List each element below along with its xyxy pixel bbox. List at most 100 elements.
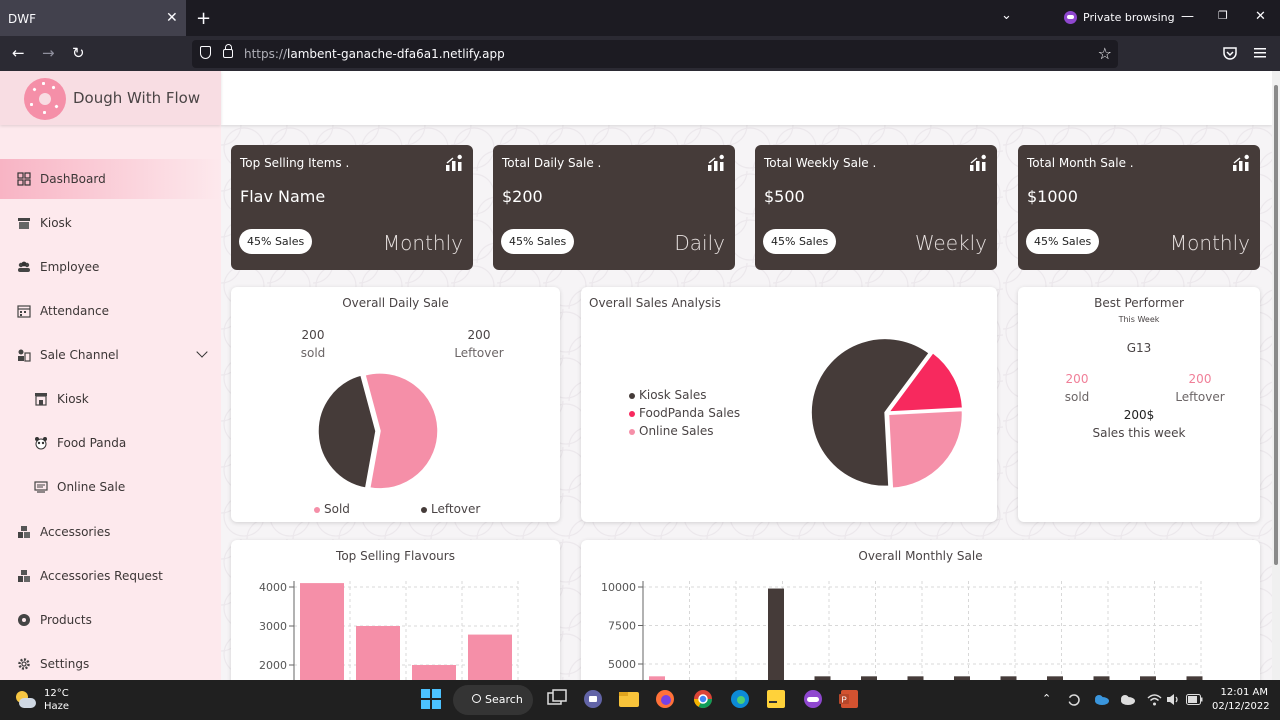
bar[interactable]	[412, 665, 456, 680]
stat-value: $500	[764, 187, 805, 206]
stat-title: Total Daily Sale .	[502, 156, 602, 170]
chevron-down-icon[interactable]	[196, 346, 208, 358]
bar[interactable]	[1140, 676, 1156, 680]
sidebar-subitem-kiosk[interactable]: Kiosk	[0, 379, 221, 419]
storefront-icon	[35, 393, 47, 406]
pie-slice-kiosk-sales[interactable]	[810, 337, 931, 488]
new-tab-button[interactable]: +	[196, 8, 212, 29]
sidebar-item-sale-channel[interactable]: Sale Channel	[0, 335, 221, 375]
bar[interactable]	[468, 634, 512, 680]
taskbar-search-button[interactable]: Search	[453, 685, 533, 715]
sidebar-item-products[interactable]: Products	[0, 600, 221, 640]
sync-icon[interactable]	[1067, 693, 1081, 707]
brand-header[interactable]: Dough With Flow	[0, 71, 221, 125]
close-tab-icon[interactable]: ✕	[166, 10, 178, 26]
sidebar-item-kiosk[interactable]: Kiosk	[0, 203, 221, 243]
firefox-private-icon[interactable]	[802, 688, 824, 710]
sidebar-subitem-food-panda[interactable]: Food Panda	[0, 423, 221, 463]
page-scrollbar[interactable]	[1272, 71, 1280, 680]
sticky-notes-icon[interactable]	[765, 688, 787, 710]
hamburger-menu-icon[interactable]	[1254, 47, 1266, 59]
pie-slice-leftover[interactable]	[318, 374, 377, 490]
tray-overflow-chevron-icon[interactable]: ⌃	[1042, 692, 1052, 705]
bar[interactable]	[300, 583, 344, 680]
bar[interactable]	[954, 676, 970, 680]
tracking-shield-icon[interactable]	[200, 46, 211, 59]
scrollbar-thumb[interactable]	[1274, 85, 1278, 565]
onedrive-cloud-icon[interactable]	[1093, 694, 1109, 705]
back-arrow-icon[interactable]: ←	[12, 44, 25, 62]
bar[interactable]	[768, 588, 784, 680]
sales-analysis-panel: Overall Sales Analysis Kiosk Sales FoodP…	[581, 287, 997, 522]
monthly-sale-panel: Overall Monthly Sale 5000 7500 10000	[581, 540, 1260, 680]
teams-chat-icon[interactable]	[582, 688, 604, 710]
edge-icon[interactable]	[729, 688, 751, 710]
bar[interactable]	[907, 676, 924, 680]
clock-date: 02/12/2022	[1212, 701, 1270, 712]
windows-start-icon[interactable]	[420, 688, 442, 710]
online-icon	[34, 481, 48, 493]
bar[interactable]	[356, 626, 400, 680]
powerpoint-icon[interactable]: P	[838, 688, 860, 710]
calendar-icon	[17, 305, 31, 318]
stat-percentage-pill: 45% Sales	[763, 229, 837, 254]
legend-label-sold: Sold	[324, 502, 350, 516]
bar[interactable]	[814, 676, 831, 680]
donut-logo-icon	[24, 78, 66, 120]
stat-value: Flav Name	[240, 187, 326, 206]
reload-icon[interactable]: ↻	[72, 44, 85, 62]
wifi-icon[interactable]	[1147, 693, 1162, 706]
firefox-icon[interactable]	[654, 688, 676, 710]
brand-name: Dough With Flow	[73, 89, 201, 107]
svg-text:P: P	[842, 696, 847, 705]
weather-widget[interactable]: 12°C Haze	[14, 687, 69, 713]
file-explorer-icon[interactable]	[618, 688, 640, 710]
close-window-icon[interactable]: ✕	[1255, 9, 1266, 24]
task-view-icon[interactable]	[546, 688, 568, 710]
onedrive-personal-cloud-icon[interactable]	[1119, 694, 1135, 705]
sidebar-item-accessories[interactable]: Accessories	[0, 512, 221, 552]
restore-window-icon[interactable]: ❐	[1218, 9, 1228, 22]
sidebar-item-attendance[interactable]: Attendance	[0, 291, 221, 331]
lock-icon[interactable]	[223, 44, 233, 58]
forward-arrow-icon[interactable]: →	[42, 44, 55, 62]
bar[interactable]	[1047, 676, 1063, 680]
address-bar[interactable]: https://lambent-ganache-dfa6a1.netlify.a…	[192, 40, 1118, 68]
pie-slice-foodpanda-sales[interactable]	[887, 351, 964, 413]
top-flavours-bar-chart: 2000 3000 4000	[259, 581, 519, 680]
dashboard-grid-icon	[17, 172, 31, 186]
sidebar-item-label: Settings	[40, 657, 90, 671]
bar[interactable]	[1093, 676, 1110, 680]
sidebar-item-label: Accessories	[40, 525, 111, 539]
sidebar-subitem-online-sale[interactable]: Online Sale	[0, 467, 221, 507]
pie-slice-sold[interactable]	[364, 372, 438, 490]
clock-time: 12:01 AM	[1220, 687, 1268, 698]
bar[interactable]	[1000, 676, 1017, 680]
sidebar-item-employee[interactable]: Employee	[0, 247, 221, 287]
stat-period: Monthly	[1169, 231, 1250, 255]
chrome-icon[interactable]	[692, 688, 714, 710]
list-tabs-chevron-icon[interactable]: ⌄	[1001, 8, 1012, 23]
panel-title: Overall Sales Analysis	[589, 296, 721, 310]
private-mask-icon	[1064, 11, 1077, 24]
taskbar-clock[interactable]: 12:01 AM 02/12/2022	[1212, 686, 1270, 714]
sidebar-item-dashboard[interactable]: DashBoard	[0, 159, 221, 199]
pocket-icon[interactable]	[1223, 47, 1237, 60]
url-text[interactable]: https://lambent-ganache-dfa6a1.netlify.a…	[244, 47, 505, 61]
minimize-window-icon[interactable]: —	[1181, 9, 1194, 24]
panel-title: Overall Monthly Sale	[858, 549, 983, 563]
bookmark-star-icon[interactable]: ☆	[1097, 44, 1112, 63]
stat-card-top-selling: Top Selling Items . Flav Name 45% Sales …	[231, 145, 473, 270]
sidebar-item-accessories-request[interactable]: Accessories Request	[0, 556, 221, 596]
y-tick-label: 5000	[608, 658, 636, 671]
pie-slice-online-sales[interactable]	[887, 409, 964, 490]
bar[interactable]	[1186, 676, 1203, 680]
bar[interactable]	[649, 676, 665, 680]
battery-icon[interactable]	[1186, 694, 1203, 705]
browser-tab[interactable]: DWF ✕	[0, 0, 186, 36]
bar[interactable]	[861, 676, 877, 680]
performer-name: G13	[1126, 341, 1152, 355]
sidebar-item-settings[interactable]: Settings	[0, 644, 221, 680]
volume-icon[interactable]	[1166, 693, 1181, 706]
performer-total-value: 200$	[1123, 408, 1155, 422]
